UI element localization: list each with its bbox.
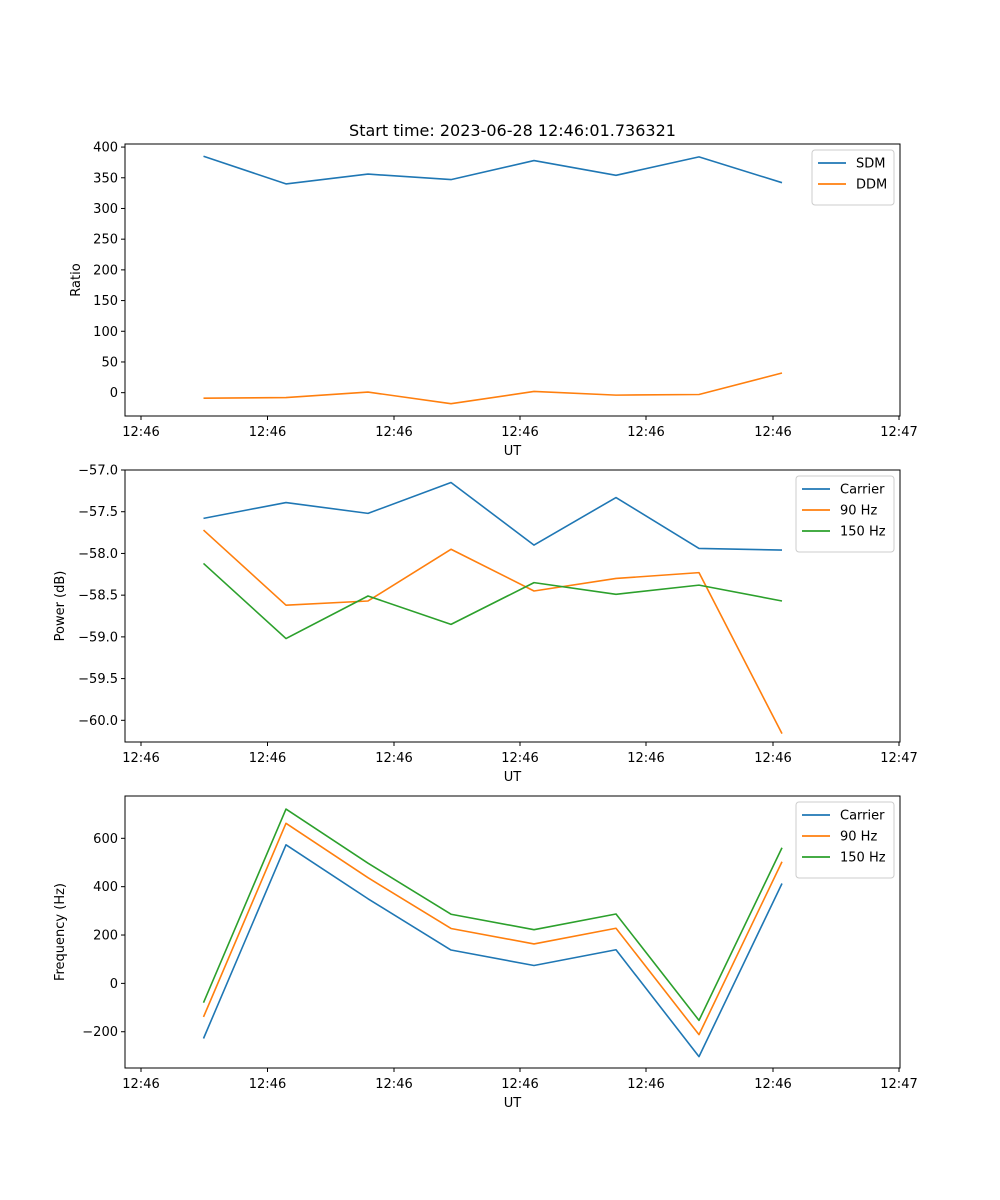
series-line-sdm <box>203 155 783 185</box>
series-line-90-hz <box>202 529 783 735</box>
y-tick-label: 400 <box>93 880 118 895</box>
axes-frame <box>124 795 901 1069</box>
x-tick-label: 12:47 <box>880 751 917 766</box>
x-tick-label: 12:46 <box>375 751 412 766</box>
ratio-panel: 0 50 100 150 200 250 300 350 400 12:46 12:46 12:46 1… <box>69 141 918 459</box>
series-line-carrier <box>202 844 783 1058</box>
legend: Carrier 90 Hz 150 Hz <box>795 475 895 553</box>
x-axis-label: UT <box>504 444 522 459</box>
x-tick-label: 12:46 <box>249 425 286 440</box>
series-line-ddm <box>203 372 783 405</box>
x-tick-label: 12:47 <box>880 1077 917 1092</box>
y-tick-label: −58.5 <box>78 589 118 604</box>
y-tick-label: −59.0 <box>78 630 118 645</box>
x-tick-label: 12:46 <box>375 1077 412 1092</box>
y-tick-label: −58.0 <box>78 547 118 562</box>
y-tick-label: −57.0 <box>78 464 118 479</box>
series-line-150-hz <box>202 562 783 640</box>
axes-frame <box>124 469 901 743</box>
power-panel: −60.0 −59.5 −59.0 −58.5 −58.0 −57.5 −57.0 12:46… <box>53 464 918 786</box>
legend-label: 150 Hz <box>840 851 886 866</box>
legend-label: 150 Hz <box>840 525 886 540</box>
x-tick-label: 12:46 <box>375 425 412 440</box>
x-tick-label: 12:46 <box>754 1077 791 1092</box>
legend-label: Carrier <box>840 809 885 824</box>
x-tick-label: 12:46 <box>627 425 664 440</box>
x-tick-label: 12:46 <box>249 1077 286 1092</box>
y-tick-label: 150 <box>93 294 118 309</box>
legend: SDM DDM <box>811 149 895 206</box>
series-line-90-hz <box>202 822 783 1036</box>
y-tick-label: 0 <box>110 386 118 401</box>
y-tick-label: −57.5 <box>78 505 118 520</box>
x-tick-label: 12:47 <box>880 425 917 440</box>
y-tick-label: 50 <box>101 355 118 370</box>
x-axis-label: UT <box>504 1096 522 1111</box>
series-line-carrier <box>203 481 783 551</box>
x-tick-label: 12:46 <box>501 1077 538 1092</box>
axes-frame <box>124 143 901 417</box>
y-axis-label: Frequency (Hz) <box>53 883 68 981</box>
legend-label: 90 Hz <box>840 504 877 519</box>
x-tick-label: 12:46 <box>754 751 791 766</box>
legend-box <box>795 475 895 553</box>
x-tick-label: 12:46 <box>501 751 538 766</box>
y-tick-label: 250 <box>93 233 118 248</box>
y-tick-label: 200 <box>93 929 118 944</box>
x-axis-label: UT <box>504 770 522 785</box>
legend-box <box>795 801 895 879</box>
frequency-panel: −200 0 200 400 600 12:46 12:46 12:46 12:46 12:46 1… <box>53 795 918 1111</box>
y-axis-label: Power (dB) <box>53 571 68 642</box>
y-tick-label: 400 <box>93 141 118 156</box>
y-tick-label: 200 <box>93 263 118 278</box>
y-tick-label: 0 <box>110 977 118 992</box>
series-line-150-hz <box>202 808 783 1022</box>
legend: Carrier 90 Hz 150 Hz <box>795 801 895 879</box>
chart-title: Start time: 2023-06-28 12:46:01.736321 <box>349 121 676 140</box>
x-tick-label: 12:46 <box>122 751 159 766</box>
x-tick-label: 12:46 <box>122 1077 159 1092</box>
y-tick-label: −60.0 <box>78 714 118 729</box>
x-tick-label: 12:46 <box>627 751 664 766</box>
legend-label: 90 Hz <box>840 830 877 845</box>
y-tick-label: −200 <box>82 1025 118 1040</box>
y-tick-label: 300 <box>93 202 118 217</box>
y-axis-label: Ratio <box>69 263 84 296</box>
legend-label: SDM <box>856 157 885 172</box>
legend-label: Carrier <box>840 483 885 498</box>
legend-label: DDM <box>856 178 887 193</box>
x-tick-label: 12:46 <box>122 425 159 440</box>
x-tick-label: 12:46 <box>754 425 791 440</box>
y-tick-label: 350 <box>93 171 118 186</box>
y-tick-label: 100 <box>93 325 118 340</box>
x-tick-label: 12:46 <box>627 1077 664 1092</box>
x-tick-label: 12:46 <box>501 425 538 440</box>
x-tick-label: 12:46 <box>249 751 286 766</box>
y-tick-label: −59.5 <box>78 672 118 687</box>
y-tick-label: 600 <box>93 832 118 847</box>
